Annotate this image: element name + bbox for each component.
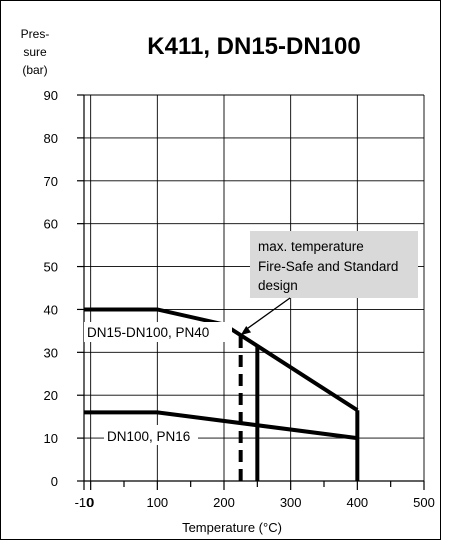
curves: [84, 307, 360, 481]
series-labels: DN15-DN100, PN40 DN100, PN16: [84, 322, 232, 445]
x-tick-label-500: 500: [413, 495, 435, 510]
y-axis-label-line-2: sure: [23, 45, 47, 59]
annotation-arrowhead: [240, 325, 252, 336]
annotation-line-2: Fire-Safe and Standard: [258, 259, 398, 274]
y-axis-label-line-1: Pres-: [21, 27, 50, 41]
annotation-line-1: max. temperature: [258, 239, 364, 254]
chart-title: K411, DN15-DN100: [147, 33, 360, 60]
y-tick-label-80: 80: [44, 131, 58, 146]
series-label-pn16: DN100, PN16: [107, 429, 190, 444]
y-tick-label-60: 60: [44, 217, 58, 232]
annotation: max. temperature Fire-Safe and Standard …: [240, 231, 418, 336]
annotation-box: [250, 231, 418, 298]
y-tick-label-0: 0: [51, 474, 58, 489]
x-tick-label-0: 0: [87, 495, 94, 510]
y-tick-label-30: 30: [44, 345, 58, 360]
y-tick-label-20: 20: [44, 388, 58, 403]
series-label-background-1: [84, 322, 232, 342]
x-tick-label-100: 100: [146, 495, 168, 510]
series-line-1: [84, 307, 359, 412]
x-tick-label-200: 200: [213, 495, 235, 510]
y-tick-label-10: 10: [44, 431, 58, 446]
y-tick-label-50: 50: [44, 260, 58, 275]
series-line-2: [84, 410, 358, 441]
x-tick-label-300: 300: [280, 495, 302, 510]
series-label-pn40: DN15-DN100, PN40: [87, 325, 209, 340]
y-axis-label-line-3: (bar): [22, 63, 47, 77]
y-tick-label-40: 40: [44, 302, 58, 317]
y-tick-label-90: 90: [44, 88, 58, 103]
y-tick-label-70: 70: [44, 174, 58, 189]
series-label-background-2: [104, 425, 198, 445]
x-tick-label--10: -10: [75, 495, 94, 510]
annotation-line-3: design: [258, 278, 298, 293]
x-tick-label-400: 400: [346, 495, 368, 510]
x-axis-label: Temperature (°C): [182, 520, 282, 535]
annotation-arrow: [243, 297, 291, 332]
